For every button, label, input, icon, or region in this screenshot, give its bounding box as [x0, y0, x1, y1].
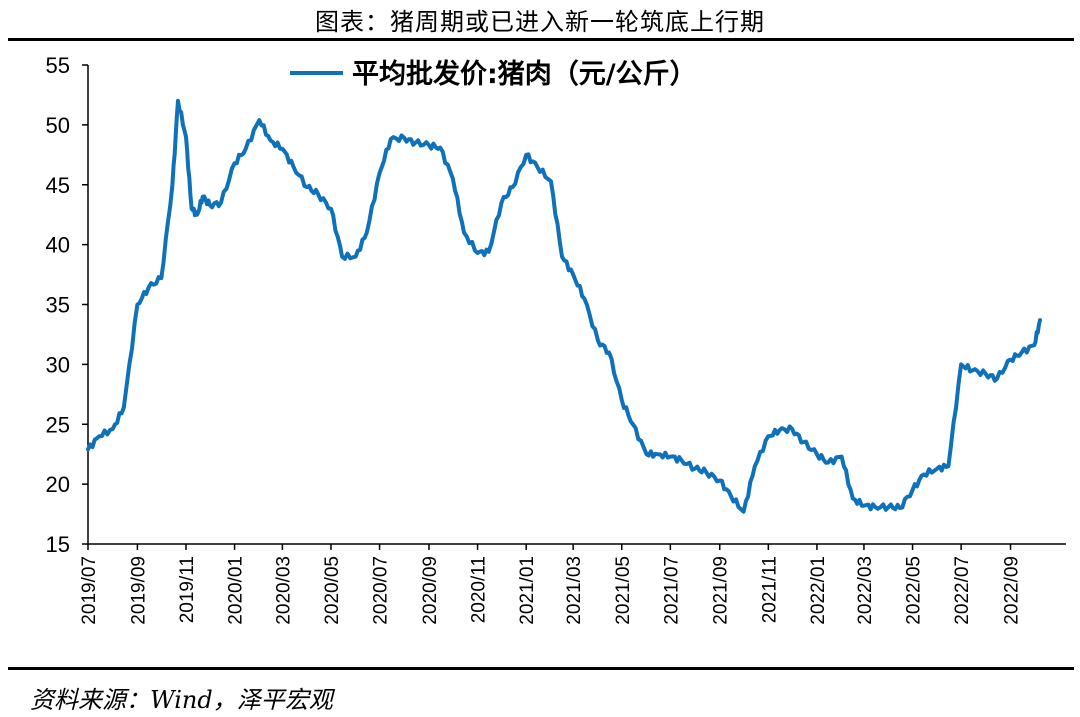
x-tick-label: 2021/03 [564, 556, 585, 625]
x-tick-label: 2022/09 [1002, 556, 1023, 625]
x-tick-label: 2019/11 [177, 556, 198, 623]
series-group [86, 98, 1042, 514]
y-tick-label: 45 [46, 173, 70, 198]
x-tick-label: 2022/01 [808, 556, 829, 625]
y-tick-label: 15 [46, 532, 70, 557]
x-tick-label: 2020/01 [226, 556, 247, 625]
y-tick-label: 40 [46, 233, 70, 258]
x-tick-label: 2021/05 [613, 556, 634, 625]
legend: 平均批发价:猪肉（元/公斤） [290, 58, 697, 90]
source-note: 资料来源：Wind，泽平宏观 [30, 686, 333, 714]
x-tick-label: 2022/03 [855, 556, 876, 625]
x-tick-label: 2019/09 [128, 556, 149, 625]
x-tick-label: 2020/03 [273, 556, 294, 625]
x-tick-label: 2020/05 [322, 556, 343, 625]
y-tick-label: 20 [46, 472, 70, 497]
y-axis: 15 20 25 30 35 40 45 50 55 [46, 53, 89, 557]
x-tick-label: 2021/01 [517, 556, 538, 625]
series-line-pork-price [86, 98, 1042, 514]
y-tick-label: 25 [46, 412, 70, 437]
bottom-rule [8, 667, 1074, 670]
y-tick-label: 50 [46, 113, 70, 138]
top-rule [8, 38, 1074, 41]
x-tick-label: 2022/05 [904, 556, 925, 625]
y-tick-label: 55 [46, 53, 70, 78]
x-axis: 2019/07 2019/09 2019/11 2020/01 2020/03 2020/… [79, 543, 1066, 625]
x-tick-label: 2022/07 [952, 556, 973, 625]
x-tick-label: 2020/11 [469, 556, 490, 623]
page-title: 图表：猪周期或已进入新一轮筑底上行期 [315, 8, 765, 36]
x-tick-label: 2021/07 [661, 556, 682, 625]
y-tick-label: 35 [46, 293, 70, 318]
line-chart: 15 20 25 30 35 40 45 50 55 2019/07 2019/09 2019/11… [46, 53, 1066, 625]
x-tick-label: 2020/07 [371, 556, 392, 625]
x-tick-label: 2021/11 [759, 556, 780, 623]
x-tick-label: 2020/09 [420, 556, 441, 625]
x-tick-label: 2021/09 [711, 556, 732, 625]
legend-label: 平均批发价:猪肉（元/公斤） [352, 58, 697, 90]
y-tick-label: 30 [46, 352, 70, 377]
x-tick-label: 2019/07 [79, 556, 100, 625]
